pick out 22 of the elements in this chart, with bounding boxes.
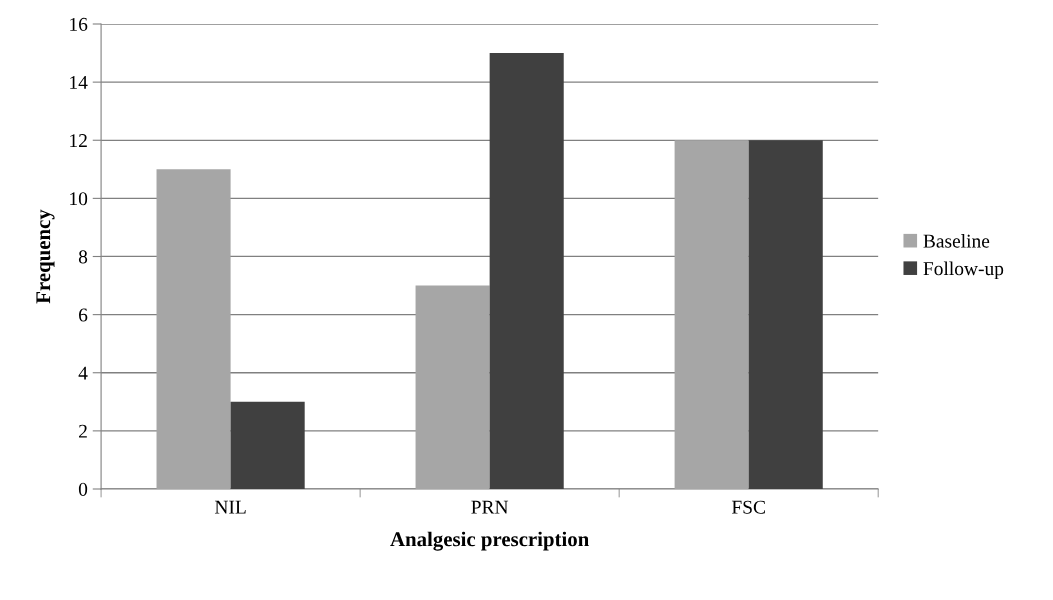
x-tick-label: NIL [214, 500, 246, 514]
y-tick-label: 16 [70, 17, 88, 31]
bar [156, 169, 231, 489]
y-tick-label: 0 [78, 482, 88, 496]
bar [415, 285, 490, 489]
y-tick-label: 12 [70, 134, 87, 147]
y-tick-label: 8 [78, 250, 88, 264]
bar [230, 401, 305, 489]
y-tick-label: 14 [70, 76, 88, 89]
y-tick-label: 4 [78, 366, 88, 380]
y-tick-label: 6 [79, 308, 88, 322]
y-tick-label: 2 [79, 424, 87, 438]
x-axis-title: Analgesic prescription [390, 531, 589, 551]
bar [674, 140, 749, 489]
bar [489, 53, 564, 489]
x-tick-label: FSC [731, 500, 765, 514]
x-tick-label: PRN [471, 500, 509, 514]
y-axis-title: Frequency [36, 209, 55, 304]
legend-label: Baseline [923, 234, 990, 248]
y-tick-label: 10 [70, 192, 88, 206]
legend-label: Follow-up [923, 261, 1004, 280]
bar [748, 140, 823, 489]
